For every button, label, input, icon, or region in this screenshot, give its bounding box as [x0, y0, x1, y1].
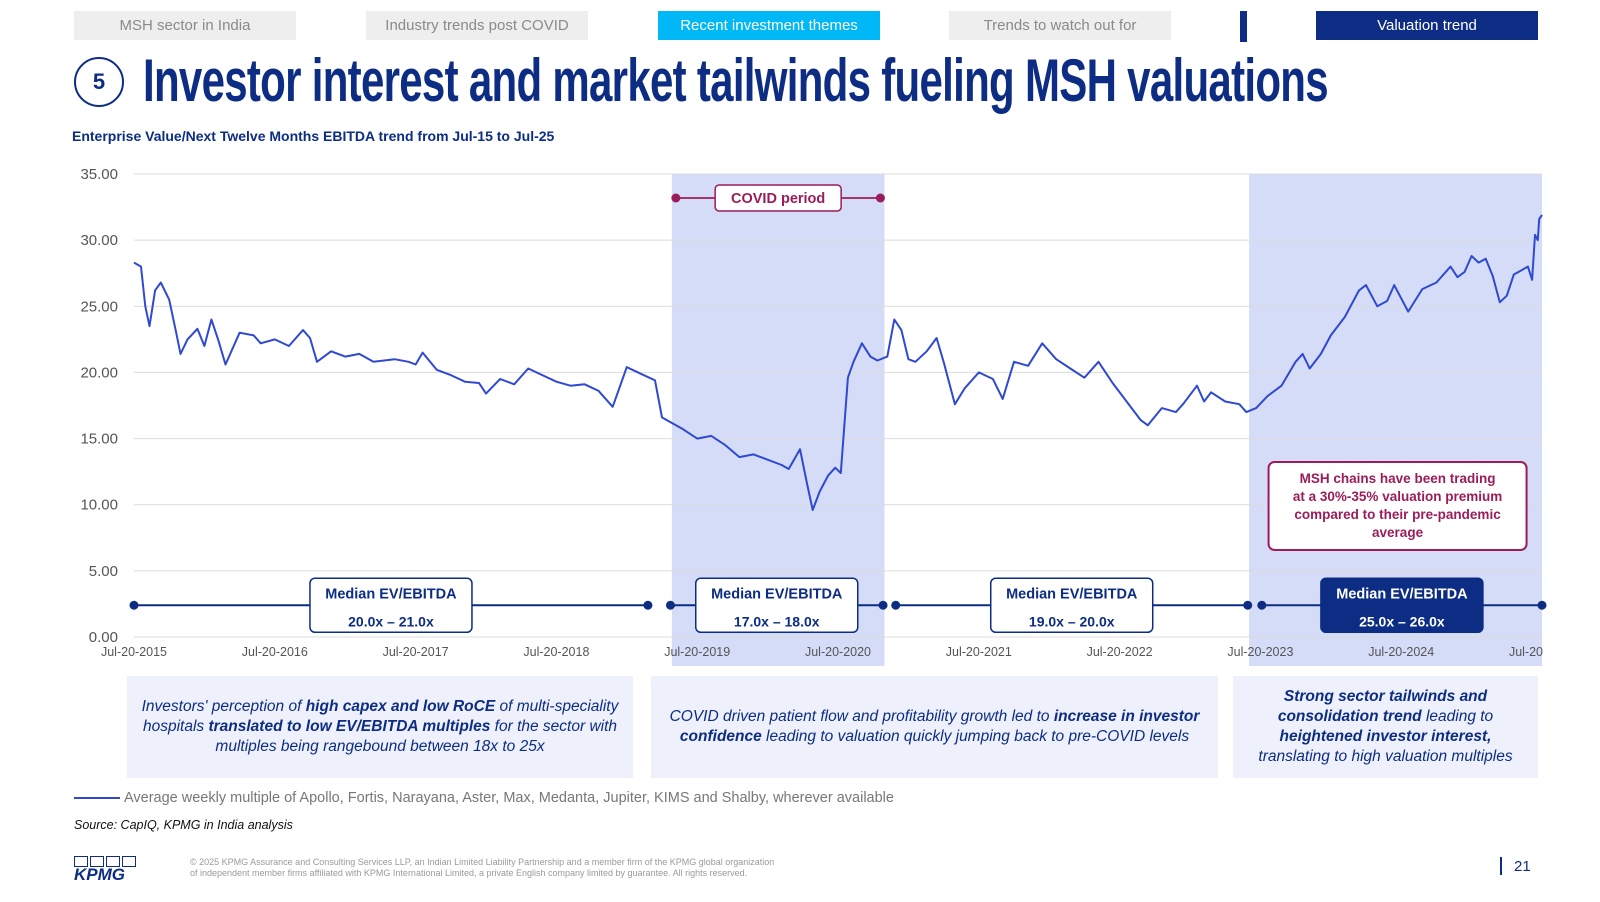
covid-label: COVID period [731, 191, 825, 207]
median-box-label: Median EV/EBITDA [711, 586, 843, 602]
description-fragment: Investors' perception of [141, 698, 306, 715]
legend-line-swatch [74, 797, 120, 799]
median-range-end-dot [643, 600, 653, 610]
description-fragment: heightened investor interest, [1279, 728, 1492, 745]
legend-text: Average weekly multiple of Apollo, Forti… [124, 790, 894, 806]
x-tick-label: Jul-20-2017 [383, 645, 449, 659]
tab-trends-to-watch[interactable]: Trends to watch out for [949, 11, 1171, 40]
median-box [1320, 577, 1484, 634]
tab-investment-themes[interactable]: Recent investment themes [658, 11, 880, 40]
description-recent: Strong sector tailwinds and consolidatio… [1233, 676, 1538, 778]
series-line [133, 214, 1543, 511]
median-box-label: Median EV/EBITDA [1006, 586, 1138, 602]
median-range-start-dot [891, 600, 901, 610]
section-number-badge: 5 [74, 57, 124, 107]
description-fragment: leading to [1421, 708, 1494, 725]
description-fragment: translated to low EV/EBITDA multiples [208, 718, 491, 735]
x-tick-label: Jul-20-2021 [946, 645, 1012, 659]
median-box-label: Median EV/EBITDA [325, 586, 457, 602]
callout-text-line: MSH chains have been trading [1300, 471, 1496, 486]
covid-bracket-end-dot [875, 193, 885, 203]
x-tick-label: Jul-20-2019 [664, 645, 730, 659]
median-range-end-dot [878, 600, 888, 610]
median-range-end-dot [1537, 600, 1547, 610]
description-fragment: for the sector with multiples being rang… [215, 718, 618, 755]
callout-text-line: at a 30%-35% valuation premium [1293, 489, 1502, 504]
median-box [695, 577, 859, 634]
page-title: Investor interest and market tailwinds f… [143, 47, 1329, 114]
description-fragment: Strong sector tailwinds and consolidatio… [1277, 688, 1488, 725]
description-pre-covid: Investors' perception of high capex and … [127, 676, 633, 778]
description-fragment: translating to high valuation multiples [1258, 748, 1513, 765]
description-fragment: of multi-speciality hospitals [142, 698, 619, 735]
tab-industry-trends[interactable]: Industry trends post COVID [366, 11, 588, 40]
tab-valuation-trend[interactable]: Valuation trend [1316, 11, 1538, 40]
y-tick-label: 25.00 [80, 298, 118, 315]
description-text: Strong sector tailwinds and consolidatio… [1247, 687, 1524, 767]
kpmg-logo: KPMG [74, 856, 138, 886]
logo-text: KPMG [74, 865, 125, 884]
copyright-notice: © 2025 KPMG Assurance and Consulting Ser… [190, 857, 890, 879]
description-text: Investors' perception of high capex and … [141, 697, 619, 757]
y-tick-label: 0.00 [89, 629, 118, 646]
x-tick-label: Jul-20-2023 [1227, 645, 1293, 659]
y-tick-label: 30.00 [80, 232, 118, 249]
y-tick-label: 10.00 [80, 497, 118, 514]
median-box-range: 25.0x – 26.0x [1359, 613, 1445, 629]
tab-msh-sector[interactable]: MSH sector in India [74, 11, 296, 40]
valuation-chart: 0.00 5.00 10.00 15.00 20.00 25.00 30.00 35.00 Ju… [80, 166, 1547, 666]
description-fragment: increase in investor confidence [679, 708, 1200, 745]
page-number: 21 [1514, 858, 1531, 875]
chart-legend: Average weekly multiple of Apollo, Forti… [74, 790, 894, 806]
source-note: Source: CapIQ, KPMG in India analysis [74, 818, 293, 832]
median-range-start-dot [665, 600, 675, 610]
page-number-divider [1500, 857, 1502, 875]
callout-text-line: average [1372, 525, 1424, 540]
covid-bracket-start-dot [671, 193, 681, 203]
median-box-range: 20.0x – 21.0x [348, 613, 434, 629]
y-tick-label: 5.00 [89, 563, 118, 580]
chart-subtitle: Enterprise Value/Next Twelve Months EBIT… [72, 128, 555, 144]
median-box-label: Median EV/EBITDA [1336, 586, 1468, 602]
x-tick-label: Jul-20-2015 [101, 645, 167, 659]
median-box-range: 19.0x – 20.0x [1029, 613, 1115, 629]
covid-label-box [714, 184, 842, 212]
y-tick-label: 15.00 [80, 431, 118, 448]
copyright-line-2: of independent member firms affiliated w… [190, 868, 748, 878]
x-tick-label: Jul-20 [1509, 645, 1543, 659]
median-range-start-dot [129, 600, 139, 610]
x-tick-label: Jul-20-2018 [523, 645, 589, 659]
description-text: COVID driven patient flow and profitabil… [665, 707, 1204, 747]
description-fragment: COVID driven patient flow and profitabil… [669, 708, 1054, 725]
description-fragment: high capex and low RoCE [305, 698, 496, 715]
y-tick-label: 20.00 [80, 364, 118, 381]
median-box-range: 17.0x – 18.0x [734, 613, 820, 629]
copyright-line-1: © 2025 KPMG Assurance and Consulting Ser… [190, 857, 775, 867]
median-box [309, 577, 473, 634]
description-covid: COVID driven patient flow and profitabil… [651, 676, 1218, 778]
median-box [989, 577, 1154, 634]
median-range-end-dot [1243, 600, 1253, 610]
description-fragment: leading to valuation quickly jumping bac… [761, 728, 1190, 745]
x-tick-label: Jul-20-2020 [805, 645, 871, 659]
x-tick-label: Jul-20-2022 [1087, 645, 1153, 659]
x-tick-label: Jul-20-2016 [242, 645, 308, 659]
median-range-start-dot [1257, 600, 1267, 610]
callout-text-line: compared to their pre-pandemic [1294, 507, 1501, 522]
y-tick-label: 35.00 [80, 166, 118, 183]
callout-box [1267, 461, 1528, 551]
nav-separator [1240, 11, 1247, 42]
x-tick-label: Jul-20-2024 [1368, 645, 1434, 659]
